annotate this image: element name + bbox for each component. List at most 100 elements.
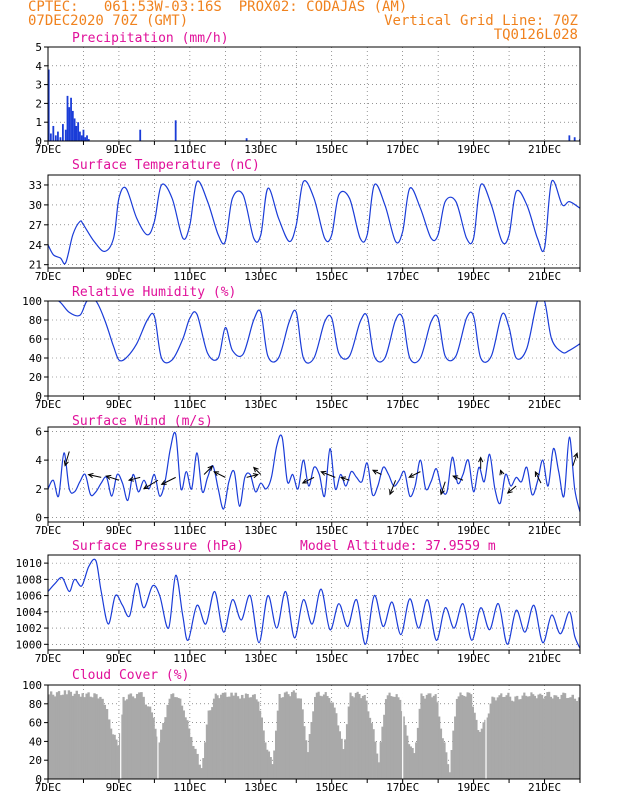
cloud-cover-title: Cloud Cover (%) <box>72 668 189 683</box>
cloud-cover-column <box>99 696 102 779</box>
cloud-cover-column <box>393 696 396 779</box>
cloud-cover-column <box>429 693 432 779</box>
cloud-cover-column <box>129 693 133 779</box>
precipitation-bar <box>568 135 571 141</box>
wind-vector-head <box>506 488 513 494</box>
wind-x-tick-label: 11DEC <box>173 524 206 537</box>
cloud-cover-column <box>312 711 315 779</box>
cloud-cover-column <box>406 735 409 779</box>
cloud-cover-column <box>422 696 425 779</box>
wind-vector-head <box>127 476 135 482</box>
cloud-cover-column <box>415 742 418 779</box>
cloud-cover-column <box>347 706 350 779</box>
cloud-cover-column <box>526 696 529 779</box>
precipitation-bar <box>73 118 76 141</box>
wind-vector-head <box>160 480 167 485</box>
cloud-cover-column <box>450 750 453 779</box>
cloud-cover-column <box>383 714 386 779</box>
cloud-cover-column <box>397 697 400 779</box>
cloud-cover-column <box>157 742 161 779</box>
cloud-cover-column <box>567 697 570 779</box>
cloud-cover-column <box>87 692 90 779</box>
cloud-cover-column <box>48 694 51 779</box>
wind-vector <box>106 475 120 481</box>
temperature-x-tick-label: 11DEC <box>173 270 206 283</box>
cloud-cover-column <box>207 710 210 779</box>
cloud-cover-column <box>182 710 185 779</box>
pressure-frame <box>47 554 581 651</box>
cloud-cover-column <box>478 731 482 779</box>
cloud-cover-column <box>89 696 92 779</box>
cloud-cover-column <box>436 702 439 779</box>
cloud-cover-column <box>101 698 104 779</box>
cloud-cover-column <box>569 697 572 779</box>
cloud-cover-column <box>425 694 428 779</box>
cloud-cover-column <box>144 704 147 779</box>
cloud-cover-column <box>434 694 437 779</box>
cloud-cover-column <box>321 696 324 779</box>
wind-vector-head <box>252 473 259 479</box>
pressure-x-tick-label: 9DEC <box>106 652 133 665</box>
temperature-x-tick-label: 15DEC <box>315 270 348 283</box>
cloud-cover-column <box>238 698 242 779</box>
cloud-cover-column <box>335 713 338 779</box>
cloud-cover-column <box>507 692 510 779</box>
cloud-cover-column <box>124 700 127 779</box>
cloud-cover-column <box>294 692 297 779</box>
wind-y-tick-label: 6 <box>35 425 42 438</box>
humidity-x-tick-label: 13DEC <box>244 398 277 411</box>
cloud-cover-column <box>358 694 361 779</box>
cloud-cover-column <box>51 694 55 779</box>
cloud-cover-column <box>67 690 71 779</box>
cloud-cover-column <box>530 692 533 779</box>
cloud-cover-column <box>292 690 295 779</box>
wind-vector-head <box>339 476 347 482</box>
wind-vector <box>161 476 176 485</box>
cloud-cover-column <box>264 742 267 779</box>
cloud-cover-column <box>322 694 326 779</box>
humidity-y-tick-label: 100 <box>22 295 42 308</box>
cloud-cover-column <box>283 692 287 779</box>
cloud-cover-column <box>376 753 379 779</box>
cloud-cover-column <box>115 739 118 779</box>
cloud-cover-column <box>443 742 446 779</box>
cloud-cover-column <box>61 694 65 779</box>
precipitation-x-tick-label: 15DEC <box>315 143 348 156</box>
cloud-cover-column <box>276 710 279 779</box>
cloud-cover-column <box>105 709 109 779</box>
cloud-cover-column <box>234 692 238 779</box>
cloud-cover-column <box>333 707 336 779</box>
precipitation-bar <box>64 129 67 141</box>
cloud-cover-column <box>310 721 313 779</box>
temperature-x-tick-label: 19DEC <box>457 270 490 283</box>
precipitation-y-tick-label: 1 <box>35 116 42 129</box>
cloud-cover-column <box>166 704 169 779</box>
wind-vector-head <box>573 452 579 459</box>
cloud-cover-column <box>447 764 450 779</box>
precipitation-bar <box>86 135 88 141</box>
precipitation-y-tick-label: 0 <box>35 135 42 148</box>
cloud-cover-column <box>218 698 221 779</box>
precipitation-x-tick-label: 21DEC <box>528 143 561 156</box>
precipitation-bar <box>573 137 576 141</box>
cloud-cover-column <box>402 716 405 779</box>
cloud-cover-column <box>487 713 490 779</box>
wind-panel: Surface Wind (m/s) 0 2 4 6 7DEC 9DEC 11DEC 13DEC… <box>35 414 581 537</box>
pressure-x-tick-label: 19DEC <box>457 652 490 665</box>
pressure-x-tick-label: 15DEC <box>315 652 348 665</box>
wind-x-tick-label: 7DEC <box>35 524 62 537</box>
cloud-cover-x-tick-label: 19DEC <box>457 781 490 794</box>
cloud-cover-column <box>512 701 515 779</box>
cloud-cover-column <box>441 738 444 779</box>
cloud-cover-column <box>205 724 208 779</box>
cloud-cover-column <box>560 694 563 779</box>
cloud-cover-column <box>353 697 356 779</box>
cloud-cover-column <box>516 695 519 779</box>
cloud-cover-column <box>491 696 494 779</box>
wind-vector-head <box>105 474 112 480</box>
cloud-cover-column <box>329 702 333 779</box>
precipitation-bar <box>75 125 78 141</box>
cloud-cover-column <box>542 698 545 779</box>
cloud-cover-column <box>202 758 205 779</box>
